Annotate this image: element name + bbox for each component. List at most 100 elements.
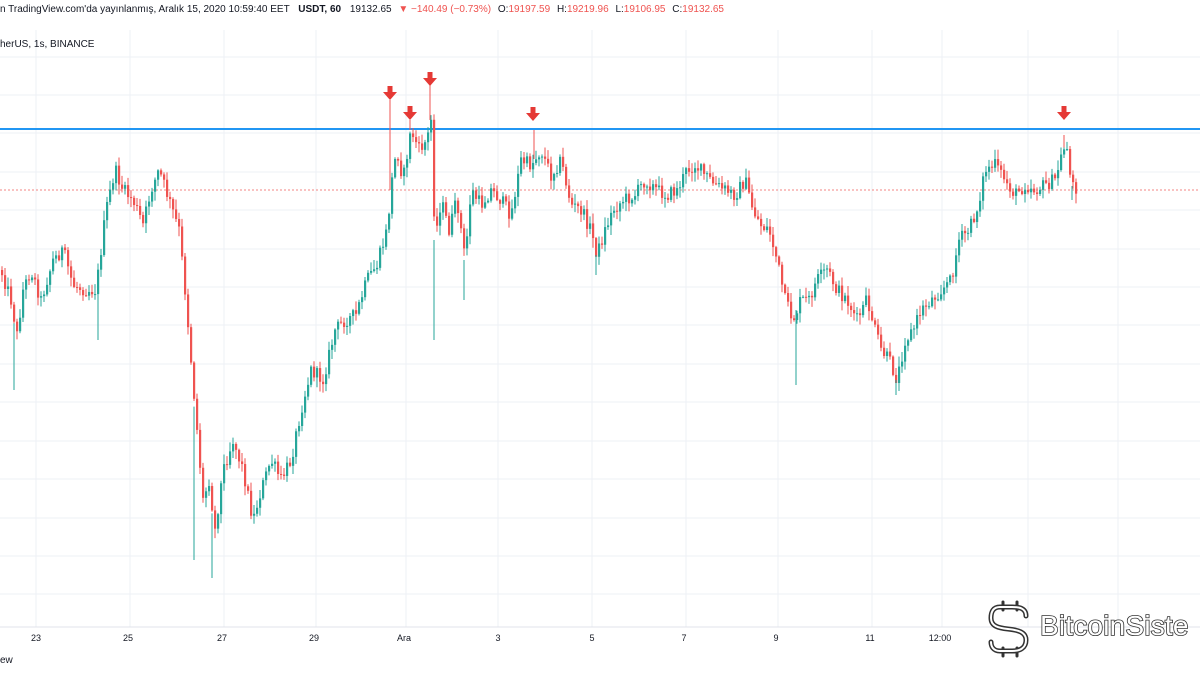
candle <box>535 150 538 166</box>
candle <box>961 224 964 247</box>
candle <box>919 305 922 325</box>
candle <box>244 458 247 496</box>
candle <box>592 213 595 248</box>
candle <box>73 270 76 289</box>
candle <box>259 489 262 516</box>
candle <box>580 200 583 223</box>
candle <box>982 172 985 210</box>
candle <box>889 342 892 360</box>
candle <box>1051 168 1054 191</box>
candle <box>454 192 457 218</box>
candle <box>388 212 391 233</box>
candle <box>415 130 418 148</box>
candle <box>367 270 370 283</box>
resistance-markers <box>383 72 1071 121</box>
candle <box>478 185 481 205</box>
time-axis-label: 11 <box>865 633 874 643</box>
candle <box>826 264 829 278</box>
legend-high-value: 19219.96 <box>566 4 609 15</box>
time-axis-label: 23 <box>31 633 41 643</box>
candle <box>100 248 103 277</box>
candle <box>178 212 181 237</box>
candle <box>979 192 982 217</box>
candle <box>460 210 463 234</box>
candle <box>328 341 331 379</box>
candle <box>472 182 475 207</box>
candle <box>232 437 235 459</box>
candle <box>721 175 724 195</box>
candle <box>337 319 340 340</box>
candle <box>409 131 412 164</box>
candle <box>901 351 904 373</box>
candle <box>973 213 976 224</box>
candle <box>763 224 766 232</box>
time-axis-label: 9 <box>773 633 778 643</box>
candle <box>673 183 676 204</box>
candle <box>967 227 970 241</box>
candle <box>766 217 769 233</box>
candle <box>121 175 124 193</box>
candle <box>1024 183 1027 203</box>
candle <box>373 260 376 273</box>
candle <box>703 162 706 180</box>
candle <box>838 280 841 297</box>
candle <box>949 274 952 286</box>
legend-published: n TradingView.com'da yayınlanmış, Aralık… <box>0 4 290 15</box>
candle <box>103 210 106 257</box>
legend-low-value: 19106.95 <box>623 4 666 15</box>
candle <box>946 277 949 294</box>
candle <box>1075 178 1078 204</box>
candle <box>43 290 46 302</box>
candle <box>988 159 991 180</box>
candle <box>718 177 721 188</box>
candle <box>508 195 511 228</box>
candle <box>4 268 7 297</box>
candle <box>280 465 283 480</box>
candle <box>658 176 661 191</box>
candle <box>817 269 820 289</box>
candle <box>790 293 793 324</box>
candle <box>394 157 397 179</box>
candle <box>664 191 667 208</box>
candle <box>916 308 919 336</box>
candle <box>1027 184 1030 195</box>
candle <box>70 260 73 287</box>
candle <box>247 484 250 494</box>
candle <box>226 456 229 471</box>
candle <box>340 316 343 325</box>
candle <box>1057 160 1060 186</box>
candle <box>166 172 169 202</box>
legend-change: ▼ −140.49 (−0.73%) <box>398 4 492 15</box>
candle <box>886 348 889 362</box>
candle <box>1048 177 1051 194</box>
candle <box>505 194 508 206</box>
candle <box>880 326 883 352</box>
candle <box>346 317 349 335</box>
candle <box>184 252 187 301</box>
candle <box>955 248 958 284</box>
candle <box>136 197 139 211</box>
candle <box>421 134 424 155</box>
candle <box>577 201 580 214</box>
candle <box>544 147 547 166</box>
candle <box>997 149 1000 172</box>
candle <box>742 180 745 193</box>
candle <box>382 238 385 255</box>
down-arrow-icon <box>383 86 397 100</box>
candle <box>748 170 751 195</box>
time-axis: 23 25 27 29 Ara 3 5 7 9 11 12:00 <box>31 633 951 643</box>
candle <box>322 374 325 393</box>
candle <box>406 154 409 178</box>
candle <box>1003 163 1006 184</box>
candle <box>31 274 34 283</box>
legend-symbol[interactable]: USDT, 60 <box>298 4 342 15</box>
candle <box>28 274 31 286</box>
candle <box>241 453 244 472</box>
candle <box>286 456 289 482</box>
candle <box>379 245 382 271</box>
candle <box>358 299 361 316</box>
candle <box>799 288 802 323</box>
candle <box>1072 170 1075 189</box>
candle <box>586 200 589 238</box>
